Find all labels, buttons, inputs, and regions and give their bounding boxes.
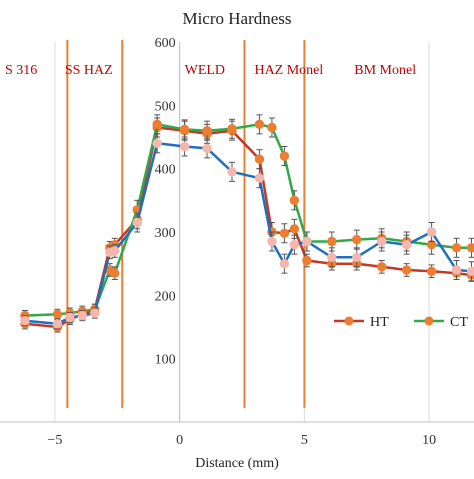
- legend-label: CT: [450, 315, 468, 330]
- data-point: [267, 122, 277, 133]
- data-point: [451, 243, 462, 253]
- data-point: [352, 252, 362, 263]
- y-tick-label: 600: [155, 36, 176, 51]
- data-point: [202, 125, 212, 136]
- data-point: [289, 239, 300, 250]
- data-point: [267, 236, 277, 247]
- data-point: [52, 319, 63, 329]
- series-line: [24, 123, 472, 317]
- series-layer: [20, 114, 474, 333]
- zone-label: S 316: [5, 63, 37, 78]
- data-point: [401, 239, 412, 250]
- series-line: [24, 126, 472, 329]
- data-point: [179, 141, 190, 152]
- legend-label: HT: [370, 315, 389, 330]
- y-tick-label: 100: [155, 353, 176, 368]
- data-point: [254, 154, 265, 164]
- data-point: [466, 266, 474, 276]
- data-point: [110, 246, 120, 256]
- x-tick-label: 0: [176, 433, 183, 448]
- y-tick-label: 400: [155, 163, 176, 178]
- x-tick-label: 10: [422, 433, 436, 448]
- legend: HT CT: [334, 315, 468, 330]
- zone-label-layer: S 316 SS HAZ WELD HAZ Monel BM Monel: [5, 63, 416, 78]
- chart-title: Micro Hardness: [182, 9, 291, 28]
- zone-label: HAZ Monel: [254, 63, 323, 78]
- data-point: [451, 265, 462, 275]
- data-point: [52, 309, 63, 320]
- data-point: [90, 308, 100, 318]
- series-ht: [20, 117, 474, 333]
- data-point: [179, 124, 190, 135]
- data-point: [77, 310, 88, 321]
- data-point: [376, 262, 387, 272]
- y-tick-label: 500: [155, 99, 176, 114]
- data-point: [401, 265, 412, 275]
- zone-label: BM Monel: [354, 63, 416, 78]
- data-point: [110, 268, 120, 278]
- data-point: [279, 151, 290, 161]
- x-tick-layer: −5 0 5 10: [47, 433, 436, 448]
- data-point: [254, 173, 265, 183]
- data-point: [327, 252, 337, 263]
- data-point: [20, 315, 30, 326]
- data-point: [202, 143, 212, 154]
- x-tick-label: 5: [301, 433, 308, 448]
- data-point: [376, 236, 387, 247]
- x-tick-label: −5: [47, 433, 62, 448]
- y-tick-layer: 100 200 300 400 500 600: [155, 36, 176, 368]
- series-line: [24, 142, 472, 326]
- zone-label: WELD: [185, 63, 225, 78]
- data-point: [302, 236, 312, 247]
- legend-item-ct: CT: [414, 315, 468, 330]
- data-point: [466, 243, 474, 253]
- y-tick-label: 200: [155, 289, 176, 304]
- x-axis-label: Distance (mm): [195, 456, 279, 471]
- data-point: [254, 119, 265, 130]
- data-point: [65, 312, 75, 323]
- data-point: [152, 138, 162, 149]
- data-point: [426, 227, 437, 237]
- legend-item-ht: HT: [334, 315, 389, 330]
- data-point: [289, 224, 300, 234]
- y-tick-label: 300: [155, 226, 176, 241]
- data-point: [426, 266, 437, 276]
- data-point: [352, 234, 362, 245]
- data-point: [227, 124, 237, 134]
- series-unlabeled: [20, 133, 474, 330]
- data-point: [302, 255, 312, 266]
- data-point: [327, 236, 337, 247]
- data-point: [289, 195, 300, 206]
- zone-line-layer: [66, 40, 306, 408]
- data-point: [132, 217, 142, 228]
- data-point: [279, 258, 290, 269]
- data-point: [152, 119, 162, 130]
- grid-layer: [0, 42, 474, 423]
- zone-label: SS HAZ: [65, 63, 113, 78]
- data-point: [279, 228, 290, 238]
- legend-swatch-marker: [424, 316, 434, 326]
- data-point: [227, 167, 237, 177]
- legend-swatch-marker: [344, 316, 354, 326]
